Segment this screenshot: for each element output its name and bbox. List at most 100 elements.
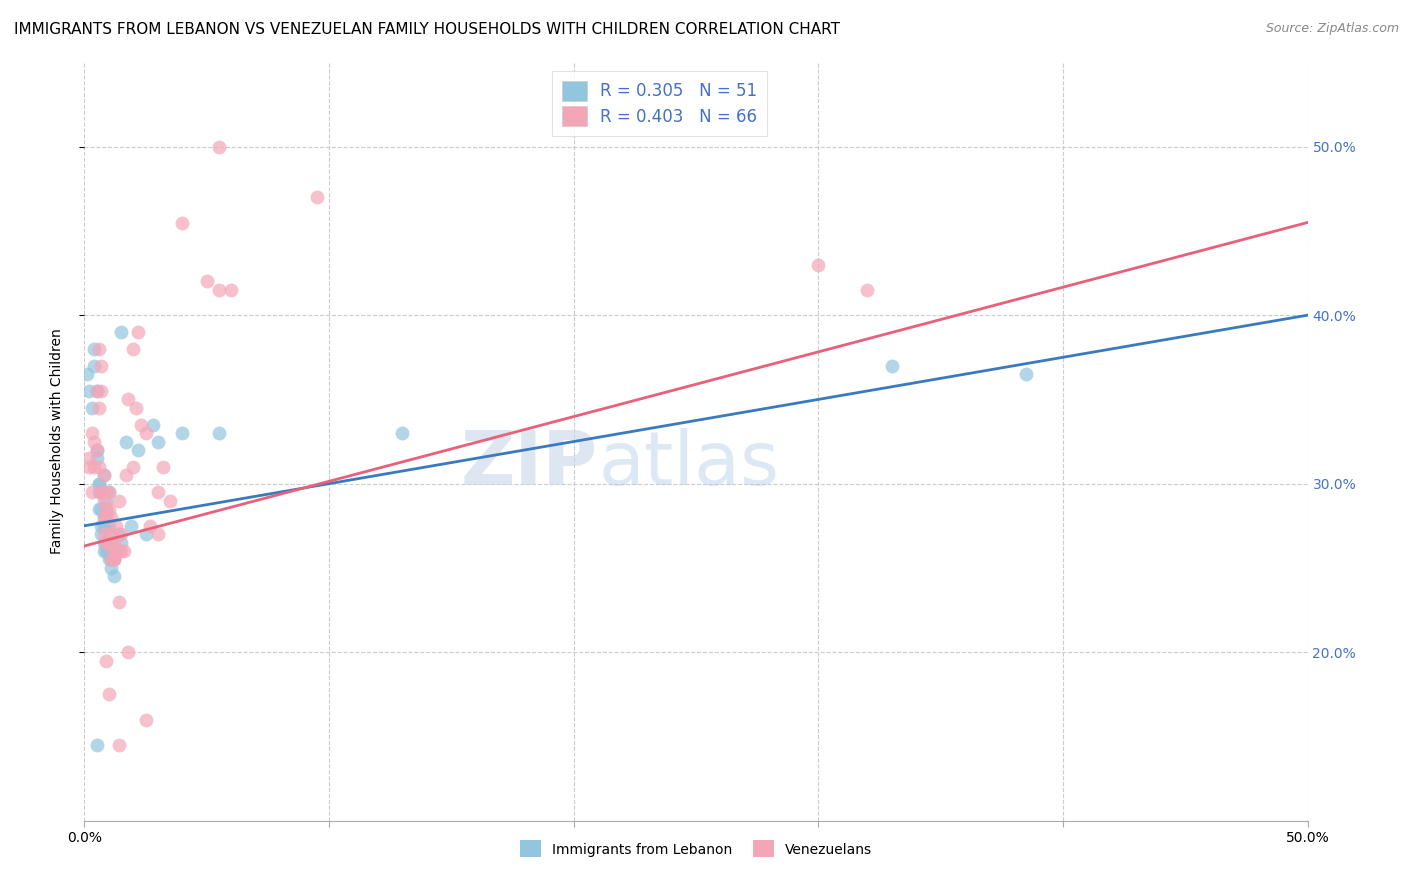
Point [146,485,169,500]
Point [87,476,110,491]
Point [135,426,157,441]
Point [77,459,100,474]
Point [96,510,118,524]
Point [391,426,413,441]
Point [93,510,115,524]
Point [93,527,115,541]
Point [146,434,169,449]
Point [83,434,105,449]
Point [86,384,108,398]
Point [195,275,218,289]
Point [100,552,122,566]
Point [96,493,118,508]
Legend: Immigrants from Lebanon, Venezuelans: Immigrants from Lebanon, Venezuelans [515,835,877,863]
Y-axis label: Family Households with Children: Family Households with Children [49,328,63,555]
Point [219,283,242,297]
Point [122,459,145,474]
Point [80,485,103,500]
Point [103,544,125,558]
Point [120,518,142,533]
Point [90,485,112,500]
Point [96,535,118,549]
Point [96,518,118,533]
Point [105,544,128,558]
Point [96,502,118,516]
Point [83,359,105,373]
Point [110,535,132,549]
Point [110,325,132,339]
Point [856,283,879,297]
Point [103,552,125,566]
Point [172,426,194,441]
Point [80,401,103,415]
Point [103,552,125,566]
Point [87,502,110,516]
Point [100,527,122,541]
Point [87,476,110,491]
Point [90,359,112,373]
Point [97,535,120,549]
Point [100,561,122,575]
Point [103,535,125,549]
Point [86,451,108,466]
Text: ZIP: ZIP [461,428,598,500]
Point [127,442,149,457]
Point [1015,367,1038,381]
Point [807,258,830,272]
Point [127,325,149,339]
Point [97,485,120,500]
Point [107,594,129,608]
Text: Source: ZipAtlas.com: Source: ZipAtlas.com [1265,22,1399,36]
Point [117,392,139,407]
Point [208,139,231,153]
Point [83,342,105,356]
Point [97,502,120,516]
Point [97,518,120,533]
Point [105,518,128,533]
Point [97,485,120,500]
Point [172,215,194,229]
Point [100,535,122,549]
Point [76,367,98,381]
Point [112,544,135,558]
Point [107,493,129,508]
Point [93,518,115,533]
Point [86,442,108,457]
Point [100,510,122,524]
Point [117,645,139,659]
Point [87,485,110,500]
Point [97,552,120,566]
Point [86,442,108,457]
Point [152,459,174,474]
Point [90,485,112,500]
Point [96,654,118,668]
Point [93,535,115,549]
Point [86,738,108,752]
Point [90,518,112,533]
Point [93,493,115,508]
Point [96,485,118,500]
Point [880,359,903,373]
Point [90,502,112,516]
Point [96,535,118,549]
Point [87,342,110,356]
Point [208,426,231,441]
Point [93,468,115,483]
Point [146,527,169,541]
Point [86,384,108,398]
Point [96,544,118,558]
Point [77,451,100,466]
Point [93,468,115,483]
Point [100,552,122,566]
Point [96,502,118,516]
Point [90,384,112,398]
Point [77,384,100,398]
Point [80,426,103,441]
Point [135,713,157,727]
Point [107,738,129,752]
Point [97,527,120,541]
Point [93,544,115,558]
Point [83,459,105,474]
Point [110,527,132,541]
Point [115,468,138,483]
